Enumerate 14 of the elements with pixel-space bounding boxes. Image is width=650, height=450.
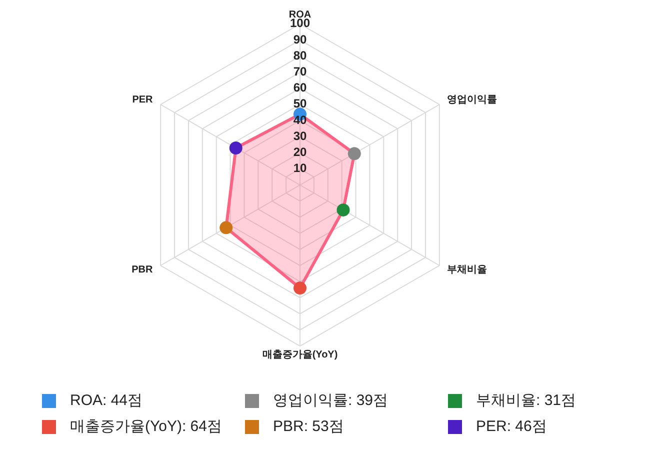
y-tick-label: 100 [290,16,310,30]
spoke-label: 영업이익률 [447,94,498,106]
y-tick-label: 80 [293,48,307,62]
spoke-label: 부채비율 [447,264,488,276]
y-tick-label: 60 [293,80,307,95]
y-tick-label: 20 [293,144,307,159]
spoke-label: 매출증가율(YoY) [262,350,338,361]
y-tick-label: 30 [293,128,307,143]
y-tick-label: 50 [293,96,307,111]
y-tick-label: 70 [293,64,307,78]
spoke-label: PBR [132,264,154,276]
y-tick-label: 90 [293,32,307,46]
spoke-label: PER [132,94,154,106]
y-tick-label: 10 [293,161,307,176]
